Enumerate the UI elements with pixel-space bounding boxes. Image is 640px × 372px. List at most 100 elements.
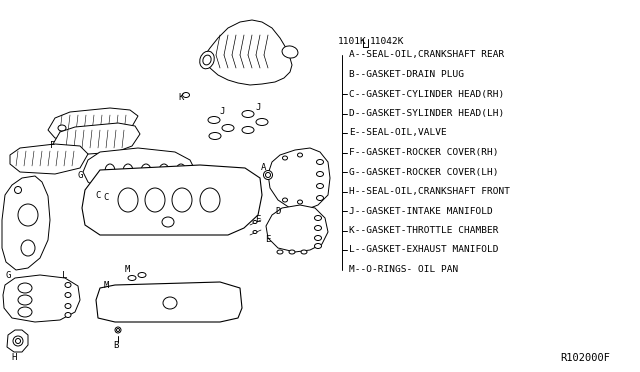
Ellipse shape <box>314 215 321 221</box>
Ellipse shape <box>65 282 71 288</box>
Ellipse shape <box>314 225 321 231</box>
Text: L: L <box>62 270 68 279</box>
Ellipse shape <box>282 198 287 202</box>
Ellipse shape <box>317 171 323 176</box>
Ellipse shape <box>200 188 220 212</box>
Ellipse shape <box>182 93 189 97</box>
Ellipse shape <box>282 46 298 58</box>
Ellipse shape <box>317 196 323 201</box>
Ellipse shape <box>200 51 214 69</box>
Text: M: M <box>103 280 109 289</box>
Ellipse shape <box>222 125 234 131</box>
Text: J: J <box>220 108 225 116</box>
Text: F--GASKET-ROCKER COVER(RH): F--GASKET-ROCKER COVER(RH) <box>349 148 499 157</box>
Ellipse shape <box>277 250 283 254</box>
Text: K: K <box>179 93 184 102</box>
Ellipse shape <box>15 339 20 343</box>
Polygon shape <box>7 330 28 352</box>
Ellipse shape <box>18 295 32 305</box>
Text: G: G <box>5 270 11 279</box>
Text: 1101K: 1101K <box>338 38 367 46</box>
Ellipse shape <box>209 132 221 140</box>
Text: G--GASKET-ROCKER COVER(LH): G--GASKET-ROCKER COVER(LH) <box>349 167 499 176</box>
Ellipse shape <box>162 217 174 227</box>
Ellipse shape <box>172 188 192 212</box>
Ellipse shape <box>105 164 115 178</box>
Text: E: E <box>255 215 260 224</box>
Text: 11042K: 11042K <box>370 38 404 46</box>
Text: C: C <box>103 193 109 202</box>
Ellipse shape <box>298 153 303 157</box>
Text: G: G <box>77 170 83 180</box>
Ellipse shape <box>301 250 307 254</box>
Text: D--GASKET-SYLINDER HEAD(LH): D--GASKET-SYLINDER HEAD(LH) <box>349 109 504 118</box>
Text: M--O-RINGS- OIL PAN: M--O-RINGS- OIL PAN <box>349 265 458 274</box>
Ellipse shape <box>253 221 257 224</box>
Ellipse shape <box>18 283 32 293</box>
Polygon shape <box>96 282 242 322</box>
Ellipse shape <box>314 235 321 241</box>
Ellipse shape <box>128 276 136 280</box>
Ellipse shape <box>203 55 211 65</box>
Polygon shape <box>2 176 50 270</box>
Text: C: C <box>95 190 100 199</box>
Ellipse shape <box>317 160 323 164</box>
Ellipse shape <box>65 312 71 317</box>
Text: E--SEAL-OIL,VALVE: E--SEAL-OIL,VALVE <box>349 128 447 138</box>
Ellipse shape <box>13 336 23 346</box>
Text: B: B <box>113 340 118 350</box>
Ellipse shape <box>18 307 32 317</box>
Ellipse shape <box>159 164 169 178</box>
Ellipse shape <box>15 186 22 193</box>
Polygon shape <box>266 205 328 252</box>
Polygon shape <box>10 144 88 174</box>
Ellipse shape <box>141 164 151 178</box>
Ellipse shape <box>176 164 186 178</box>
Text: K--GASKET-THROTTLE CHAMBER: K--GASKET-THROTTLE CHAMBER <box>349 226 499 235</box>
Ellipse shape <box>118 188 138 212</box>
Text: D: D <box>275 208 281 217</box>
Ellipse shape <box>264 170 273 180</box>
Text: A--SEAL-OIL,CRANKSHAFT REAR: A--SEAL-OIL,CRANKSHAFT REAR <box>349 51 504 60</box>
Polygon shape <box>48 108 138 140</box>
Text: A: A <box>261 164 267 173</box>
Ellipse shape <box>242 110 254 118</box>
Ellipse shape <box>163 297 177 309</box>
Ellipse shape <box>289 250 295 254</box>
Text: E: E <box>266 235 271 244</box>
Ellipse shape <box>317 183 323 189</box>
Polygon shape <box>205 20 292 85</box>
Ellipse shape <box>21 240 35 256</box>
Text: L--GASKET-EXHAUST MANIFOLD: L--GASKET-EXHAUST MANIFOLD <box>349 246 499 254</box>
Ellipse shape <box>18 204 38 226</box>
Polygon shape <box>53 123 140 155</box>
Ellipse shape <box>314 244 321 248</box>
Ellipse shape <box>242 126 254 134</box>
Polygon shape <box>83 148 195 194</box>
Text: C--GASKET-CYLINDER HEAD(RH): C--GASKET-CYLINDER HEAD(RH) <box>349 90 504 99</box>
Polygon shape <box>3 275 80 322</box>
Ellipse shape <box>266 173 271 177</box>
Ellipse shape <box>282 156 287 160</box>
Ellipse shape <box>123 164 133 178</box>
Ellipse shape <box>256 119 268 125</box>
Ellipse shape <box>145 188 165 212</box>
Ellipse shape <box>208 116 220 124</box>
Text: J: J <box>255 103 260 112</box>
Text: B--GASKET-DRAIN PLUG: B--GASKET-DRAIN PLUG <box>349 70 464 79</box>
Ellipse shape <box>298 200 303 204</box>
Ellipse shape <box>115 327 121 333</box>
Ellipse shape <box>58 125 66 131</box>
Text: H: H <box>12 353 17 362</box>
Ellipse shape <box>65 292 71 298</box>
Text: F: F <box>51 141 56 150</box>
Ellipse shape <box>253 231 257 234</box>
Text: M: M <box>124 266 130 275</box>
Polygon shape <box>268 148 330 210</box>
Polygon shape <box>82 165 262 235</box>
Ellipse shape <box>138 273 146 278</box>
Ellipse shape <box>116 328 120 331</box>
Text: R102000F: R102000F <box>560 353 610 363</box>
Text: H--SEAL-OIL,CRANKSHAFT FRONT: H--SEAL-OIL,CRANKSHAFT FRONT <box>349 187 510 196</box>
Ellipse shape <box>65 304 71 308</box>
